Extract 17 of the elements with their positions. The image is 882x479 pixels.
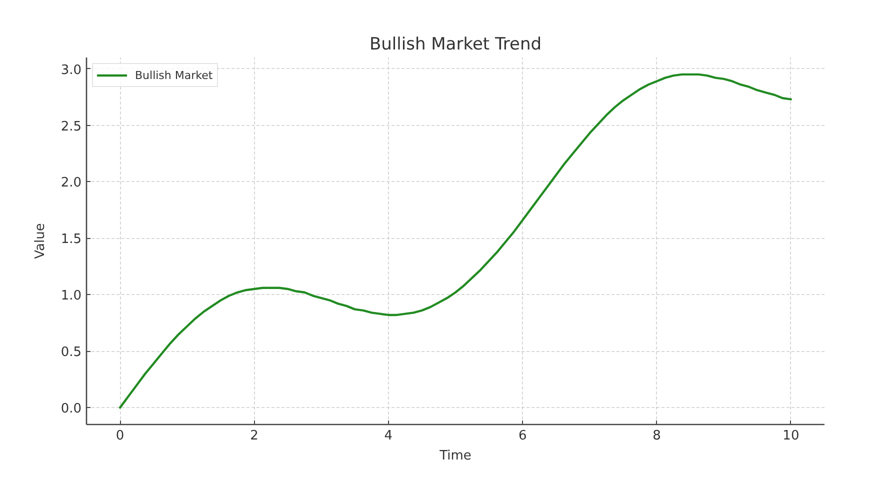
x-tick-label: 2 <box>250 428 258 444</box>
legend-label: Bullish Market <box>135 68 213 82</box>
y-tick-label: 0.0 <box>60 402 82 417</box>
x-tick-label: 4 <box>384 428 393 444</box>
y-tick-label: 2.5 <box>60 119 82 134</box>
x-tick-label: 10 <box>782 428 800 444</box>
x-tick-label: 0 <box>116 428 124 444</box>
y-tick-label: 3.0 <box>60 62 82 78</box>
x-tick-label: 8 <box>652 428 661 444</box>
x-axis-title: Time <box>438 448 472 464</box>
chart-title: Bullish Market Trend <box>369 34 542 54</box>
y-tick-label: 0.5 <box>60 345 82 360</box>
y-tick-label: 1.5 <box>60 232 82 248</box>
x-tick-label: 6 <box>518 428 527 444</box>
y-tick-label: 1.0 <box>60 288 82 304</box>
y-axis-title: Value <box>32 223 48 259</box>
y-tick-label: 2.0 <box>60 176 82 191</box>
